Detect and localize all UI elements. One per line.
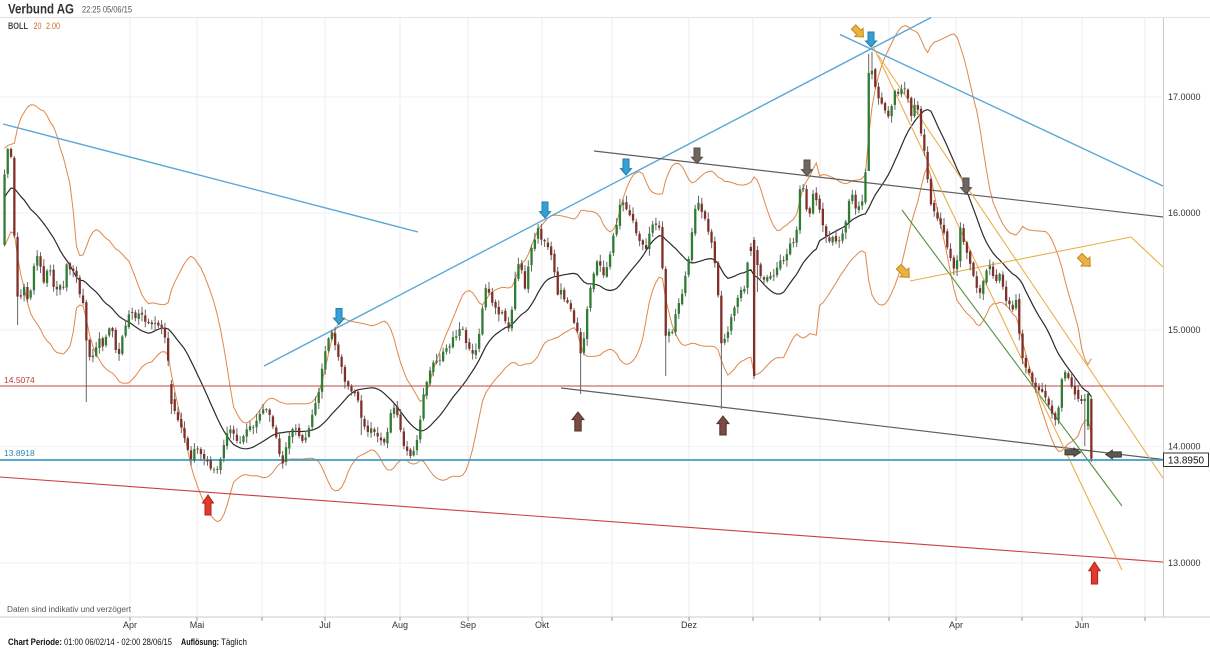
svg-text:Apr: Apr <box>123 620 137 630</box>
svg-text:16.0000: 16.0000 <box>1168 208 1201 218</box>
svg-text:Daten sind indikativ und verzö: Daten sind indikativ und verzögert <box>7 605 132 614</box>
svg-text:Jul: Jul <box>319 620 331 630</box>
svg-text:Täglich: Täglich <box>221 637 247 647</box>
svg-text:22:25 05/06/15: 22:25 05/06/15 <box>82 5 132 16</box>
svg-text:Sep: Sep <box>460 620 476 630</box>
svg-text:Dez: Dez <box>681 620 698 630</box>
svg-text:13.8950: 13.8950 <box>1168 456 1205 467</box>
svg-text:BOLL: BOLL <box>8 21 28 31</box>
svg-text:Jun: Jun <box>1075 620 1090 630</box>
svg-text:14.5074: 14.5074 <box>4 375 35 385</box>
svg-text:Aug: Aug <box>392 620 408 630</box>
svg-text:20: 20 <box>34 21 42 31</box>
svg-text:01:00 06/02/14 - 02:00 28/06/1: 01:00 06/02/14 - 02:00 28/06/15 <box>64 637 172 647</box>
svg-text:Mai: Mai <box>190 620 205 630</box>
svg-text:17.0000: 17.0000 <box>1168 92 1201 102</box>
svg-text:14.0000: 14.0000 <box>1168 442 1201 452</box>
svg-text:Verbund AG: Verbund AG <box>8 2 74 17</box>
svg-text:Apr: Apr <box>949 620 963 630</box>
svg-text:Chart Periode:: Chart Periode: <box>8 637 62 647</box>
svg-text:13.8918: 13.8918 <box>4 448 35 458</box>
svg-text:13.0000: 13.0000 <box>1168 558 1201 568</box>
svg-text:Okt: Okt <box>535 620 550 630</box>
svg-text:15.0000: 15.0000 <box>1168 325 1201 335</box>
svg-text:Auflösung:: Auflösung: <box>181 637 219 647</box>
svg-text:2.00: 2.00 <box>46 21 60 31</box>
